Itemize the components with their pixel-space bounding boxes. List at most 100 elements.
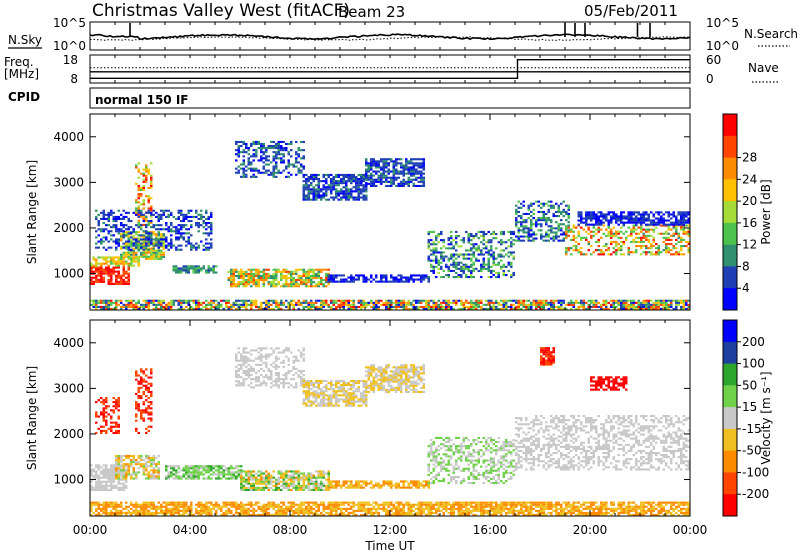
power-cell: [605, 299, 608, 302]
power-cell: [205, 271, 208, 274]
power-cell: [265, 279, 268, 282]
power-cell: [577, 251, 580, 254]
power-cell: [445, 255, 448, 258]
power-cell: [315, 268, 318, 271]
power-cell: [282, 283, 285, 286]
velocity-cell: [175, 473, 178, 476]
power-cell: [620, 299, 623, 302]
power-cell: [272, 283, 275, 286]
power-cell: [175, 217, 178, 220]
power-cell: [282, 169, 285, 172]
power-cell: [377, 178, 380, 181]
velocity-cell: [97, 415, 100, 418]
velocity-cell: [237, 475, 240, 478]
power-cell: [395, 303, 398, 306]
velocity-cell: [145, 395, 148, 398]
velocity-cell: [150, 425, 153, 428]
power-cell: [185, 232, 188, 235]
power-cell: [135, 251, 138, 254]
velocity-cell: [287, 474, 290, 477]
velocity-cell: [145, 386, 148, 389]
power-cell: [340, 278, 343, 281]
power-cell: [315, 301, 318, 304]
power-cell: [567, 221, 570, 224]
power-cell: [170, 228, 173, 231]
power-cell: [625, 230, 628, 233]
cpid-panel-frame: [89, 87, 691, 109]
power-cell: [237, 171, 240, 174]
power-cell: [680, 215, 683, 218]
power-cell: [342, 173, 345, 176]
power-cell: [302, 184, 305, 187]
power-cell: [307, 192, 310, 195]
power-cell: [315, 305, 318, 308]
power-cell: [440, 233, 443, 236]
power-cell: [410, 158, 413, 161]
power-cell: [245, 285, 248, 288]
power-cell: [287, 277, 290, 280]
power-cell: [102, 262, 105, 265]
power-cell: [327, 303, 330, 306]
power-cell: [437, 271, 440, 274]
velocity-cell: [137, 388, 140, 391]
power-cell: [112, 211, 115, 214]
power-cell: [142, 234, 145, 237]
velocity-cell: [117, 464, 120, 467]
velocity-cell: [132, 469, 135, 472]
power-cell: [327, 188, 330, 191]
power-cell: [622, 217, 625, 220]
power-cell: [677, 211, 680, 214]
power-cell: [665, 211, 668, 214]
power-cell: [657, 245, 660, 248]
power-cell: [320, 188, 323, 191]
velocity-cell: [120, 469, 123, 472]
power-cell: [502, 263, 505, 266]
velocity-cell: [215, 477, 218, 480]
power-cell: [197, 271, 200, 274]
power-cell: [465, 301, 468, 304]
power-cell: [260, 151, 263, 154]
power-cell: [560, 239, 563, 242]
power-cell: [125, 303, 128, 306]
power-cell: [340, 196, 343, 199]
power-cell: [302, 299, 305, 302]
power-cell: [230, 283, 233, 286]
power-cell: [522, 239, 525, 242]
power-cell: [452, 265, 455, 268]
power-cell: [560, 301, 563, 304]
power-cell: [552, 301, 555, 304]
power-cell: [402, 301, 405, 304]
power-cell: [492, 307, 495, 310]
power-cell: [132, 305, 135, 308]
power-cell: [275, 270, 278, 273]
velocity-cell: [170, 475, 173, 478]
power-cell: [117, 215, 120, 218]
power-cell: [330, 280, 333, 283]
power-cell: [365, 160, 368, 163]
power-cell: [380, 180, 383, 183]
power-cell: [135, 182, 138, 185]
power-cell: [302, 165, 305, 168]
power-cell: [592, 301, 595, 304]
power-cell: [570, 301, 573, 304]
velocity-cell: [110, 488, 113, 491]
power-cell: [202, 248, 205, 251]
velocity-cell: [117, 480, 120, 483]
power-cell: [680, 301, 683, 304]
power-cell: [110, 276, 113, 279]
power-cell: [387, 168, 390, 171]
power-cell: [637, 211, 640, 214]
power-cell: [420, 172, 423, 175]
power-cell: [120, 217, 123, 220]
power-cell: [675, 219, 678, 222]
power-cell: [242, 173, 245, 176]
power-cell: [455, 299, 458, 302]
power-cell: [340, 173, 343, 176]
power-cell: [595, 305, 598, 308]
velocity-cell: [95, 415, 98, 418]
power-cell: [127, 303, 130, 306]
power-cell: [260, 157, 263, 160]
power-cell: [147, 238, 150, 241]
power-cell: [112, 268, 115, 271]
power-cell: [417, 299, 420, 302]
